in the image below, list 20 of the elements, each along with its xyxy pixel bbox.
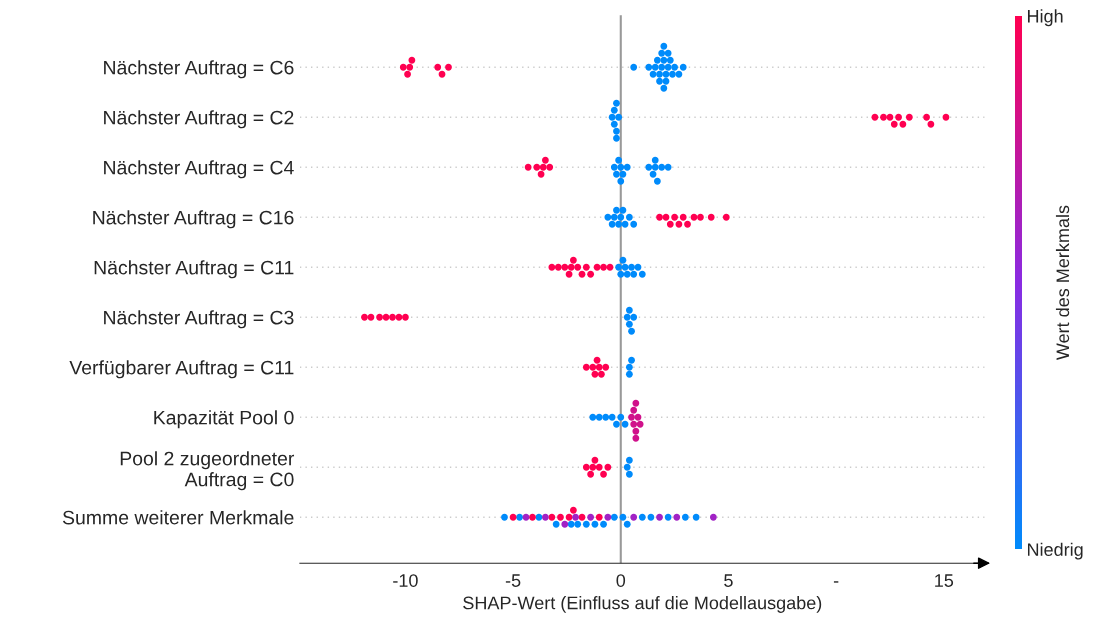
x-tick-label: 0 — [616, 574, 626, 587]
color-bar-title: Wert des Merkmals — [1055, 205, 1070, 361]
color-bar-label: Niedrig — [1027, 542, 1083, 560]
y-tick-label: Nächster Auftrag = C6 — [104, 60, 294, 79]
x-tick-label: 5 — [724, 574, 733, 587]
x-tick-label: -10 — [393, 574, 418, 587]
y-tick-label: Nächster Auftrag = C2 — [104, 110, 294, 129]
x-tick-label: -5 — [505, 574, 521, 587]
y-tick-label: Nächster Auftrag = C11 — [94, 260, 294, 279]
y-tick-label: Kapazität Pool 0 — [154, 410, 294, 429]
color-bar-label: High — [1027, 9, 1063, 27]
y-tick-label: Nächster Auftrag = C16 — [93, 210, 294, 229]
x-axis-title: SHAP-Wert (Einfluss auf die Modellausgabe) — [463, 596, 822, 613]
y-tick-label: Nächster Auftrag = C4 — [104, 160, 294, 179]
x-tick-label: - — [833, 581, 839, 583]
y-tick-label: Pool 2 zugeordneter Auftrag = C0 — [120, 451, 295, 491]
x-tick-label: 15 — [935, 574, 954, 587]
y-tick-label: Summe weiterer Merkmale — [62, 510, 294, 525]
y-tick-label: Nächster Auftrag = C3 — [104, 310, 294, 329]
y-tick-label: Verfügbarer Auftrag = C11 — [69, 360, 294, 379]
